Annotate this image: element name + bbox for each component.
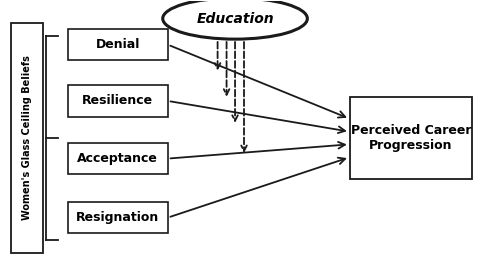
Text: Acceptance: Acceptance [78, 152, 158, 165]
FancyBboxPatch shape [10, 23, 43, 253]
Text: Education: Education [196, 12, 274, 26]
Ellipse shape [162, 0, 308, 39]
Text: Denial: Denial [96, 38, 140, 51]
Text: Perceived Career
Progression: Perceived Career Progression [350, 124, 471, 152]
FancyBboxPatch shape [68, 85, 168, 117]
Text: Women's Glass Ceiling Beliefs: Women's Glass Ceiling Beliefs [22, 55, 32, 221]
Text: Resignation: Resignation [76, 211, 160, 224]
FancyBboxPatch shape [68, 143, 168, 174]
Text: Resilience: Resilience [82, 94, 154, 107]
FancyBboxPatch shape [68, 202, 168, 233]
FancyBboxPatch shape [350, 97, 472, 179]
FancyBboxPatch shape [68, 29, 168, 60]
